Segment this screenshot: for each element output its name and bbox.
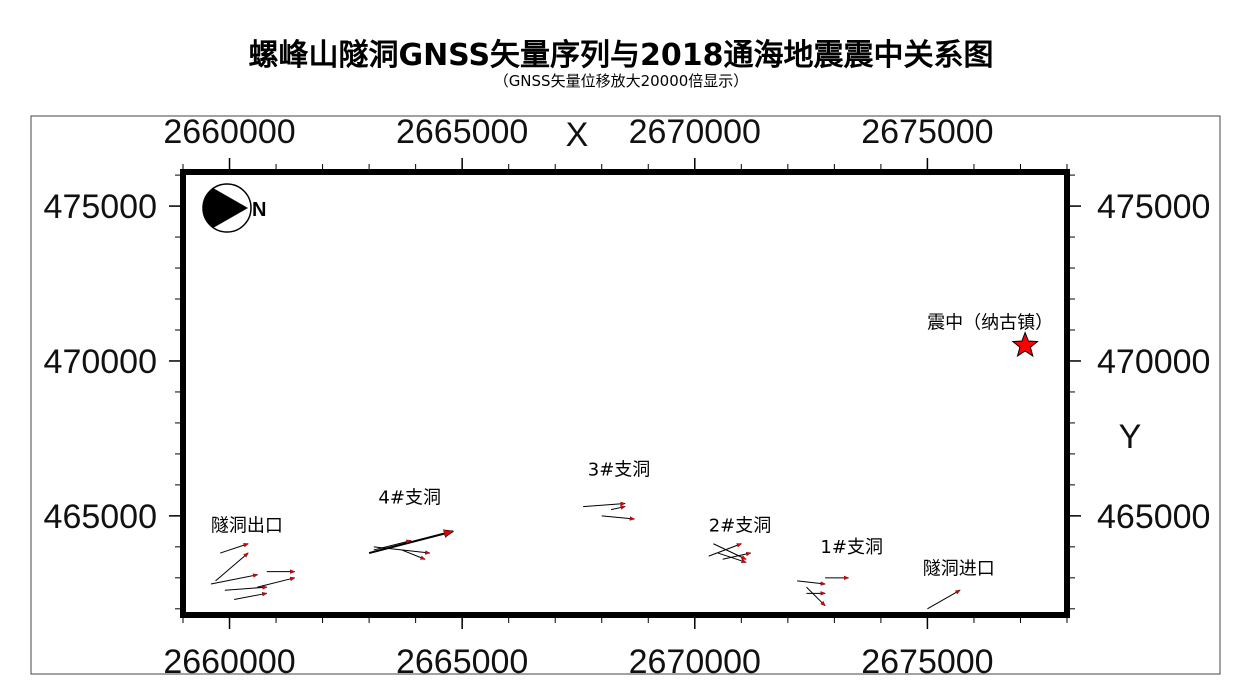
x-tick-label-bottom: 2675000 bbox=[861, 643, 993, 681]
chart-subtitle: （GNSS矢量位移放大20000倍显示） bbox=[493, 72, 749, 90]
displacement-vector bbox=[583, 503, 625, 508]
displacement-vector bbox=[717, 552, 746, 562]
plot-frame bbox=[180, 169, 1070, 618]
displacement-vector bbox=[722, 553, 751, 560]
tick-labels: 2660000 2660000 2665000 2665000 2670000 26700… bbox=[44, 113, 1211, 681]
y-tick-label-right: 465000 bbox=[1097, 498, 1210, 536]
x-tick-label-top: 2675000 bbox=[861, 113, 993, 151]
outer-frame bbox=[30, 115, 1221, 675]
displacement-vector bbox=[797, 580, 825, 584]
x-tick-label-top: 2670000 bbox=[629, 113, 761, 151]
x-tick-label-bottom: 2660000 bbox=[163, 643, 295, 681]
y-tick-label-left: 475000 bbox=[44, 188, 157, 226]
y-tick-label-right: 470000 bbox=[1097, 343, 1210, 381]
x-axis-label: X bbox=[566, 116, 589, 154]
displacement-vector bbox=[927, 589, 960, 610]
displacement-vector bbox=[373, 541, 411, 551]
displacement-vector bbox=[257, 578, 294, 588]
y-tick-label-left: 465000 bbox=[44, 498, 157, 536]
displacement-vectors bbox=[210, 503, 960, 610]
epicenter-star-icon bbox=[1011, 331, 1039, 358]
site-label: 隧洞出口 bbox=[211, 515, 283, 536]
y-tick-label-right: 475000 bbox=[1097, 188, 1210, 226]
displacement-vector bbox=[401, 549, 425, 560]
displacement-vector bbox=[210, 575, 258, 585]
chart-title: 螺峰山隧洞GNSS矢量序列与2018通海地震震中关系图 bbox=[248, 38, 994, 73]
x-tick-label-bottom: 2665000 bbox=[396, 643, 528, 681]
site-label: 3#支洞 bbox=[588, 460, 651, 481]
displacement-vector bbox=[708, 543, 742, 557]
y-tick-label-left: 470000 bbox=[44, 343, 157, 381]
displacement-vector bbox=[610, 507, 625, 511]
displacement-vector bbox=[220, 544, 248, 554]
displacement-vector bbox=[368, 531, 453, 555]
x-tick-label-bottom: 2670000 bbox=[629, 643, 761, 681]
y-axis-label: Y bbox=[1119, 418, 1142, 456]
displacement-vector bbox=[713, 543, 746, 560]
axis-ticks bbox=[169, 158, 1081, 629]
north-arrow-icon: N bbox=[202, 183, 266, 233]
site-label: 2#支洞 bbox=[709, 515, 772, 536]
epicenter-label: 震中（纳古镇） bbox=[927, 312, 1053, 333]
displacement-vector bbox=[806, 586, 825, 606]
x-tick-label-top: 2665000 bbox=[396, 113, 528, 151]
x-tick-label-top: 2660000 bbox=[163, 113, 295, 151]
north-label: N bbox=[252, 199, 266, 221]
displacement-vector bbox=[601, 515, 635, 519]
displacement-vector bbox=[234, 593, 267, 601]
site-label: 隧洞进口 bbox=[923, 559, 995, 580]
displacement-vector bbox=[224, 587, 267, 591]
site-label: 4#支洞 bbox=[378, 487, 441, 508]
displacement-vector bbox=[215, 553, 249, 582]
site-label: 1#支洞 bbox=[820, 537, 883, 558]
epicenter: 震中（纳古镇） bbox=[927, 312, 1053, 358]
